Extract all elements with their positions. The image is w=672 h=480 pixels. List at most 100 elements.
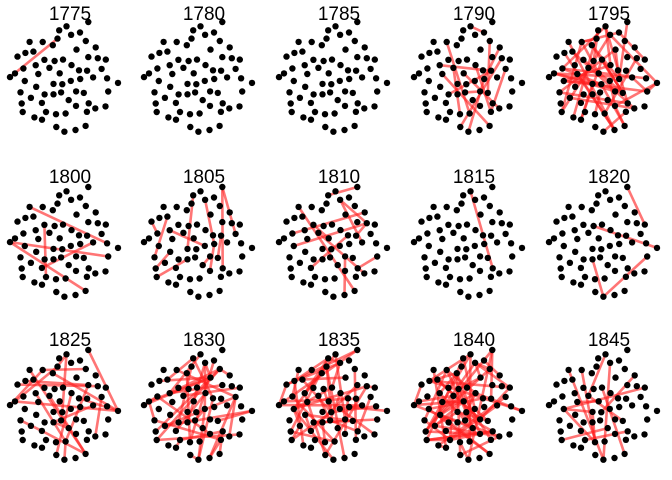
- network-node: [62, 275, 69, 282]
- network-node: [195, 128, 202, 135]
- network-node: [431, 422, 439, 429]
- network-node: [275, 401, 283, 409]
- network-node: [18, 100, 25, 107]
- network-node: [42, 436, 50, 444]
- network-node: [612, 211, 619, 218]
- network-node: [509, 416, 516, 423]
- network-node: [27, 94, 35, 102]
- network-node: [565, 203, 572, 211]
- network-node: [56, 398, 63, 405]
- network-node: [439, 70, 446, 78]
- network-node: [328, 81, 335, 88]
- network-node: [151, 417, 158, 424]
- network-node: [22, 377, 29, 385]
- network-node: [624, 100, 631, 107]
- network-node: [211, 403, 218, 411]
- network-node: [598, 409, 605, 416]
- network-node: [463, 409, 470, 416]
- network-node: [188, 363, 195, 370]
- network-node: [423, 108, 430, 116]
- network-node: [465, 128, 472, 135]
- network-node: [237, 75, 245, 82]
- network-node: [201, 242, 208, 250]
- network-node: [471, 196, 479, 203]
- network-node: [73, 46, 80, 53]
- network-node: [310, 384, 317, 391]
- network-node: [51, 57, 58, 65]
- network-node: [175, 91, 182, 98]
- network-node: [288, 436, 295, 444]
- network-node: [175, 384, 182, 391]
- network-node: [77, 403, 84, 411]
- network-node: [302, 83, 309, 91]
- network-node: [484, 417, 491, 425]
- network-node: [41, 56, 48, 63]
- network-node: [615, 29, 623, 36]
- network-node: [283, 218, 290, 225]
- network-node: [585, 64, 592, 72]
- network-edge: [154, 250, 172, 270]
- network-node: [172, 264, 180, 272]
- network-node: [595, 235, 602, 242]
- network-node: [585, 229, 592, 236]
- network-node: [31, 114, 38, 121]
- network-node: [367, 65, 374, 73]
- network-node: [92, 44, 99, 51]
- network-node: [341, 291, 348, 299]
- network-node: [493, 239, 501, 246]
- network-node: [325, 235, 332, 242]
- network-node: [322, 288, 329, 296]
- network-node: [156, 49, 163, 57]
- network-edge: [289, 430, 336, 443]
- network-node: [502, 230, 509, 238]
- network-node: [307, 427, 315, 435]
- network-node: [569, 213, 576, 220]
- network-node: [308, 38, 315, 46]
- network-node: [21, 77, 28, 85]
- network-edge: [568, 96, 636, 110]
- network-node: [569, 48, 576, 55]
- network-node: [184, 408, 191, 416]
- network-node: [581, 108, 589, 116]
- network-node: [345, 194, 353, 201]
- network-node: [518, 244, 526, 252]
- network-node: [332, 23, 339, 30]
- network-node: [92, 209, 99, 216]
- network-node: [286, 254, 293, 261]
- network-edge: [562, 407, 597, 444]
- network-node: [559, 65, 566, 72]
- network-node: [38, 99, 46, 107]
- network-node: [102, 221, 110, 228]
- network-node: [210, 29, 218, 36]
- network-node: [98, 393, 105, 401]
- network-edge: [461, 356, 477, 411]
- network-node: [49, 207, 56, 214]
- network-node: [486, 450, 493, 458]
- network-node: [89, 239, 97, 246]
- network-node: [354, 381, 361, 389]
- network-node: [560, 77, 567, 85]
- network-node: [460, 398, 467, 405]
- network-node: [641, 221, 648, 228]
- network-node: [476, 291, 483, 299]
- network-node: [354, 100, 361, 107]
- network-node: [85, 265, 92, 272]
- network-node: [52, 111, 60, 118]
- network-node: [455, 57, 462, 65]
- network-node: [383, 79, 391, 87]
- network-node: [507, 75, 515, 82]
- network-node: [54, 363, 61, 370]
- network-node: [442, 264, 450, 272]
- network-node: [186, 111, 194, 118]
- network-node: [588, 370, 595, 377]
- network-node: [331, 275, 338, 282]
- network-node: [345, 29, 353, 36]
- network-node: [288, 108, 295, 116]
- network-node: [41, 221, 48, 228]
- network-node: [295, 38, 302, 46]
- network-node: [103, 240, 111, 247]
- network-node: [410, 238, 418, 246]
- network-node: [486, 287, 493, 295]
- network-node: [550, 398, 558, 405]
- network-edge: [445, 40, 471, 115]
